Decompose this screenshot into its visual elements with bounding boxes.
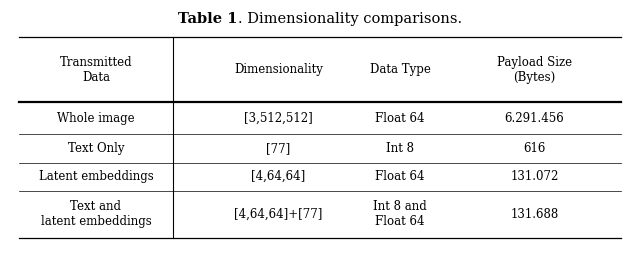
Text: 6.291.456: 6.291.456: [504, 112, 564, 125]
Text: Float 64: Float 64: [375, 170, 425, 183]
Text: [4,64,64]+[77]: [4,64,64]+[77]: [234, 208, 323, 221]
Text: Transmitted
Data: Transmitted Data: [60, 56, 132, 84]
Text: Table 1: Table 1: [178, 12, 237, 26]
Text: Data Type: Data Type: [369, 63, 431, 76]
Text: [77]: [77]: [266, 142, 291, 155]
Text: Payload Size
(Bytes): Payload Size (Bytes): [497, 56, 572, 84]
Text: Float 64: Float 64: [375, 112, 425, 125]
Text: Int 8: Int 8: [386, 142, 414, 155]
Text: . Dimensionality comparisons.: . Dimensionality comparisons.: [237, 12, 462, 26]
Text: Text Only: Text Only: [68, 142, 124, 155]
Text: Whole image: Whole image: [57, 112, 135, 125]
Text: Text and
latent embeddings: Text and latent embeddings: [40, 200, 152, 228]
Text: Dimensionality: Dimensionality: [234, 63, 323, 76]
Text: [3,512,512]: [3,512,512]: [244, 112, 313, 125]
Text: 131.072: 131.072: [510, 170, 559, 183]
Text: Latent embeddings: Latent embeddings: [38, 170, 154, 183]
Text: 131.688: 131.688: [510, 208, 559, 221]
Text: [4,64,64]: [4,64,64]: [252, 170, 305, 183]
Text: Int 8 and
Float 64: Int 8 and Float 64: [373, 200, 427, 228]
Text: 616: 616: [524, 142, 545, 155]
